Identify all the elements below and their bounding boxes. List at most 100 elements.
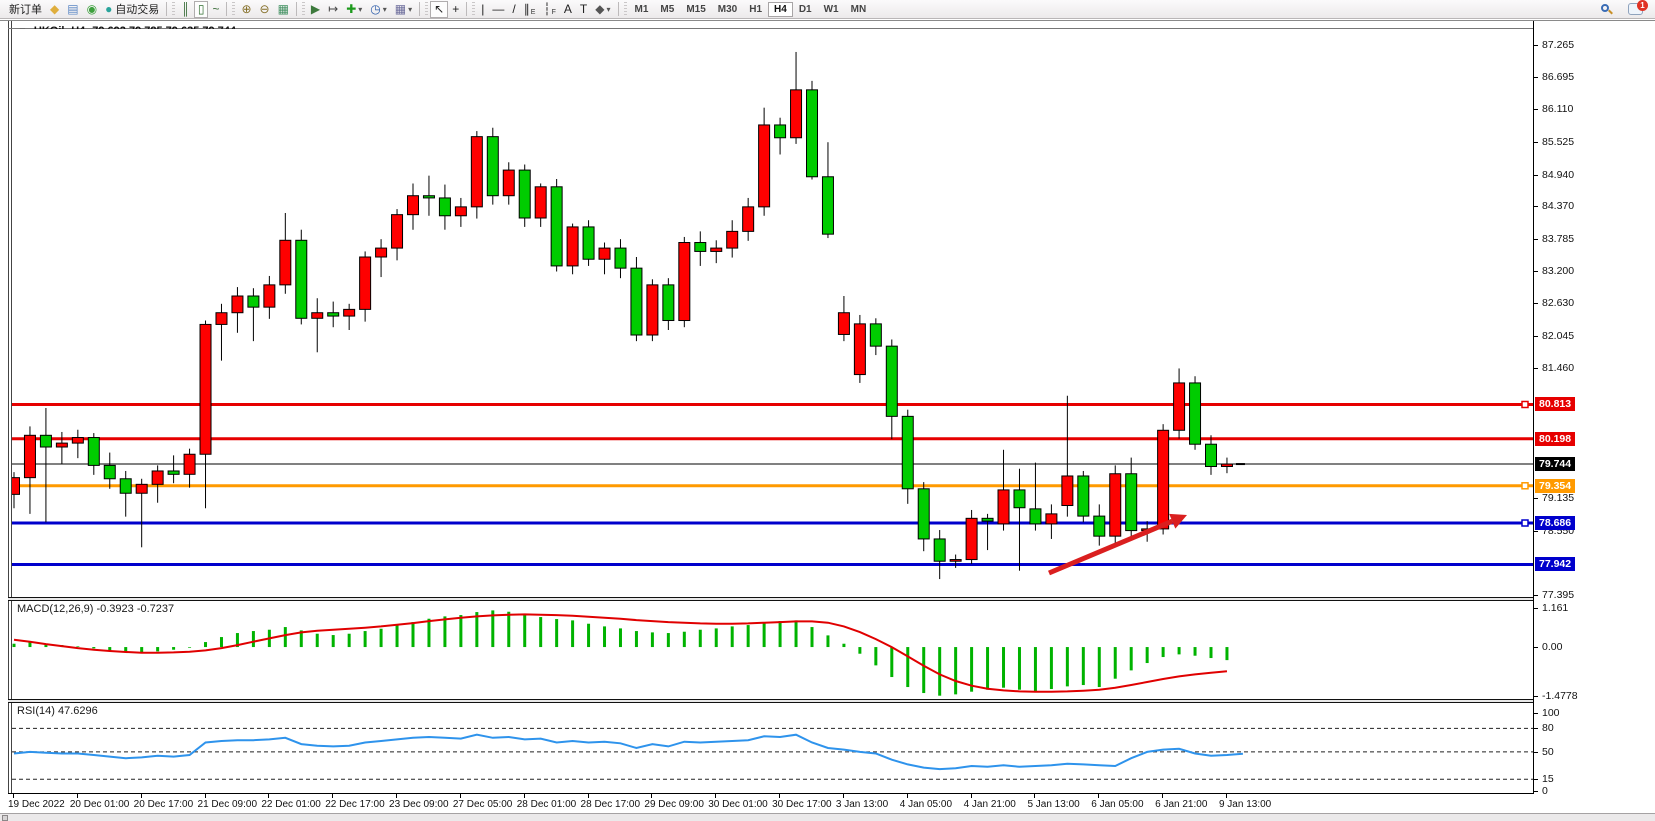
candlestick-chart-icon: ▯ — [197, 2, 205, 16]
price-tick-label-tick — [1534, 175, 1538, 176]
new-order-button[interactable]: 新订单 — [2, 1, 46, 18]
time-tick-label: 22 Dec 17:00 — [325, 799, 385, 810]
toolbar-separator — [166, 2, 168, 16]
time-tick — [459, 794, 461, 798]
panel-splitter-macd[interactable] — [8, 597, 1534, 601]
toolbar-grip[interactable] — [301, 2, 305, 16]
price-badge: 80.813 — [1535, 397, 1576, 411]
price-tick-label-tick — [1534, 239, 1538, 240]
arrows-icon: ◆ — [595, 2, 605, 16]
arrows-icon[interactable]: ◆ ▾ — [591, 1, 614, 18]
time-tick-label: 4 Jan 21:00 — [963, 799, 1016, 810]
zoom-out-icon[interactable]: ⊖ — [256, 1, 274, 18]
line-chart-icon[interactable]: ~ — [208, 1, 223, 18]
add-indicator-button-dropdown-icon: ▾ — [358, 4, 363, 14]
time-tick — [587, 794, 589, 798]
candlestick-chart-icon[interactable]: ▯ — [193, 0, 209, 18]
timeframe-w1[interactable]: W1 — [818, 2, 845, 17]
chart-window[interactable]: ▼ UKOil-,H4 79.692 79.785 79.635 79.744 … — [0, 20, 1655, 821]
toolbar-grip[interactable] — [472, 2, 476, 16]
period-button-dropdown-icon: ▾ — [382, 4, 387, 14]
equidistant-channel-icon[interactable]: ∥ E — [520, 1, 540, 18]
chat-button[interactable]: 1 — [1624, 0, 1648, 18]
bar-chart-icon[interactable]: ║ — [177, 1, 194, 18]
period-button[interactable]: ◷ ▾ — [366, 1, 391, 18]
price-tick-label: 77.395 — [1542, 589, 1575, 601]
time-tick — [76, 794, 78, 798]
scroll-grip[interactable] — [2, 815, 8, 821]
time-tick-label: 19 Dec 2022 — [8, 799, 65, 810]
horizontal-line-icon[interactable]: — — [488, 1, 508, 18]
timeframe-d1[interactable]: D1 — [793, 2, 818, 17]
vertical-line-icon: | — [481, 2, 485, 16]
auto-scroll-icon: ▶ — [310, 2, 321, 16]
toolbar-separator — [226, 2, 228, 16]
add-indicator-button[interactable]: ✚ ▾ — [342, 1, 366, 18]
price-panel[interactable] — [12, 29, 1533, 597]
price-tick-label: 82.045 — [1542, 330, 1575, 342]
crosshair-icon[interactable]: + — [448, 1, 463, 18]
search-tail — [1608, 9, 1613, 14]
time-tick — [268, 794, 270, 798]
horizontal-line-icon: — — [492, 2, 505, 16]
timeframe-h4[interactable]: H4 — [768, 1, 793, 17]
time-tick-label: 6 Jan 21:00 — [1155, 799, 1208, 810]
time-tick — [13, 794, 14, 798]
timeframe-mn-label: MN — [850, 3, 867, 15]
vertical-line-icon[interactable]: | — [477, 1, 488, 18]
rsi-chart[interactable] — [12, 703, 1533, 793]
candlestick-chart[interactable] — [12, 29, 1533, 597]
timeframe-m5[interactable]: M5 — [654, 2, 680, 17]
fibonacci-icon[interactable]: ┆ F — [539, 1, 560, 18]
timeframe-m30[interactable]: M30 — [712, 2, 743, 17]
macd-chart[interactable] — [12, 601, 1533, 699]
rsi-tick-label: 100 — [1542, 707, 1560, 719]
trendline-icon[interactable]: / — [508, 1, 519, 18]
time-axis[interactable]: 19 Dec 2022 20 Dec 01:00 20 Dec 17:00 21 De… — [8, 793, 1534, 813]
auto-trading-button[interactable]: ● 自动交易 — [101, 1, 163, 18]
time-tick-label: 3 Jan 13:00 — [835, 799, 889, 810]
timeframe-h1[interactable]: H1 — [743, 2, 768, 17]
line-chart-icon: ~ — [212, 2, 220, 16]
chart-shift-icon[interactable]: ↦ — [324, 1, 342, 18]
signals-icon[interactable]: ◉ — [83, 1, 101, 18]
timeframe-m1[interactable]: M1 — [629, 2, 655, 17]
toolbar-grip[interactable] — [232, 2, 236, 16]
toolbar-grip[interactable] — [623, 2, 627, 16]
toolbar-grip[interactable] — [172, 2, 176, 16]
macd-tick-label-tick — [1534, 647, 1538, 648]
template-button[interactable]: ▦ ▾ — [391, 1, 416, 18]
search-button[interactable] — [1597, 1, 1616, 18]
price-axis[interactable]: 87.265 86.695 86.110 85.525 84.940 84.370 83.7… — [1534, 21, 1655, 813]
text-icon[interactable]: A — [560, 1, 576, 18]
window-left-border-inner — [11, 21, 12, 813]
auto-scroll-icon[interactable]: ▶ — [307, 1, 324, 18]
auto-trading-button-label: 自动交易 — [115, 4, 160, 16]
timeframe-m1-label: M1 — [634, 3, 649, 15]
text-label-icon: T — [579, 2, 588, 16]
auto-trading-glyph: ● — [105, 2, 113, 16]
macd-panel[interactable] — [12, 601, 1533, 699]
rsi-tick-label-tick — [1534, 713, 1538, 714]
price-tick-label: 83.200 — [1542, 265, 1575, 277]
time-tick — [332, 794, 334, 798]
zoom-in-icon[interactable]: ⊕ — [237, 1, 255, 18]
time-tick — [906, 794, 908, 798]
template-glyph: ▦ — [394, 2, 407, 16]
gold-coin-icon[interactable]: ◆ — [46, 1, 63, 18]
publish-icon[interactable]: ▤ — [63, 1, 82, 18]
bottom-scroll-strip[interactable] — [0, 813, 1655, 821]
timeframe-mn[interactable]: MN — [845, 2, 873, 17]
panel-splitter-rsi[interactable] — [8, 699, 1534, 703]
time-tick — [140, 794, 142, 798]
time-tick — [1034, 794, 1036, 798]
text-label-icon[interactable]: T — [576, 1, 591, 18]
cursor-icon[interactable]: ↖ — [430, 0, 449, 18]
tile-windows-icon[interactable]: ▦ — [274, 1, 293, 18]
timeframe-m15[interactable]: M15 — [680, 2, 711, 17]
toolbar-grip[interactable] — [425, 2, 429, 16]
rsi-panel[interactable] — [12, 703, 1533, 793]
price-badge: 80.198 — [1535, 432, 1576, 446]
time-tick-label: 28 Dec 01:00 — [516, 799, 577, 810]
